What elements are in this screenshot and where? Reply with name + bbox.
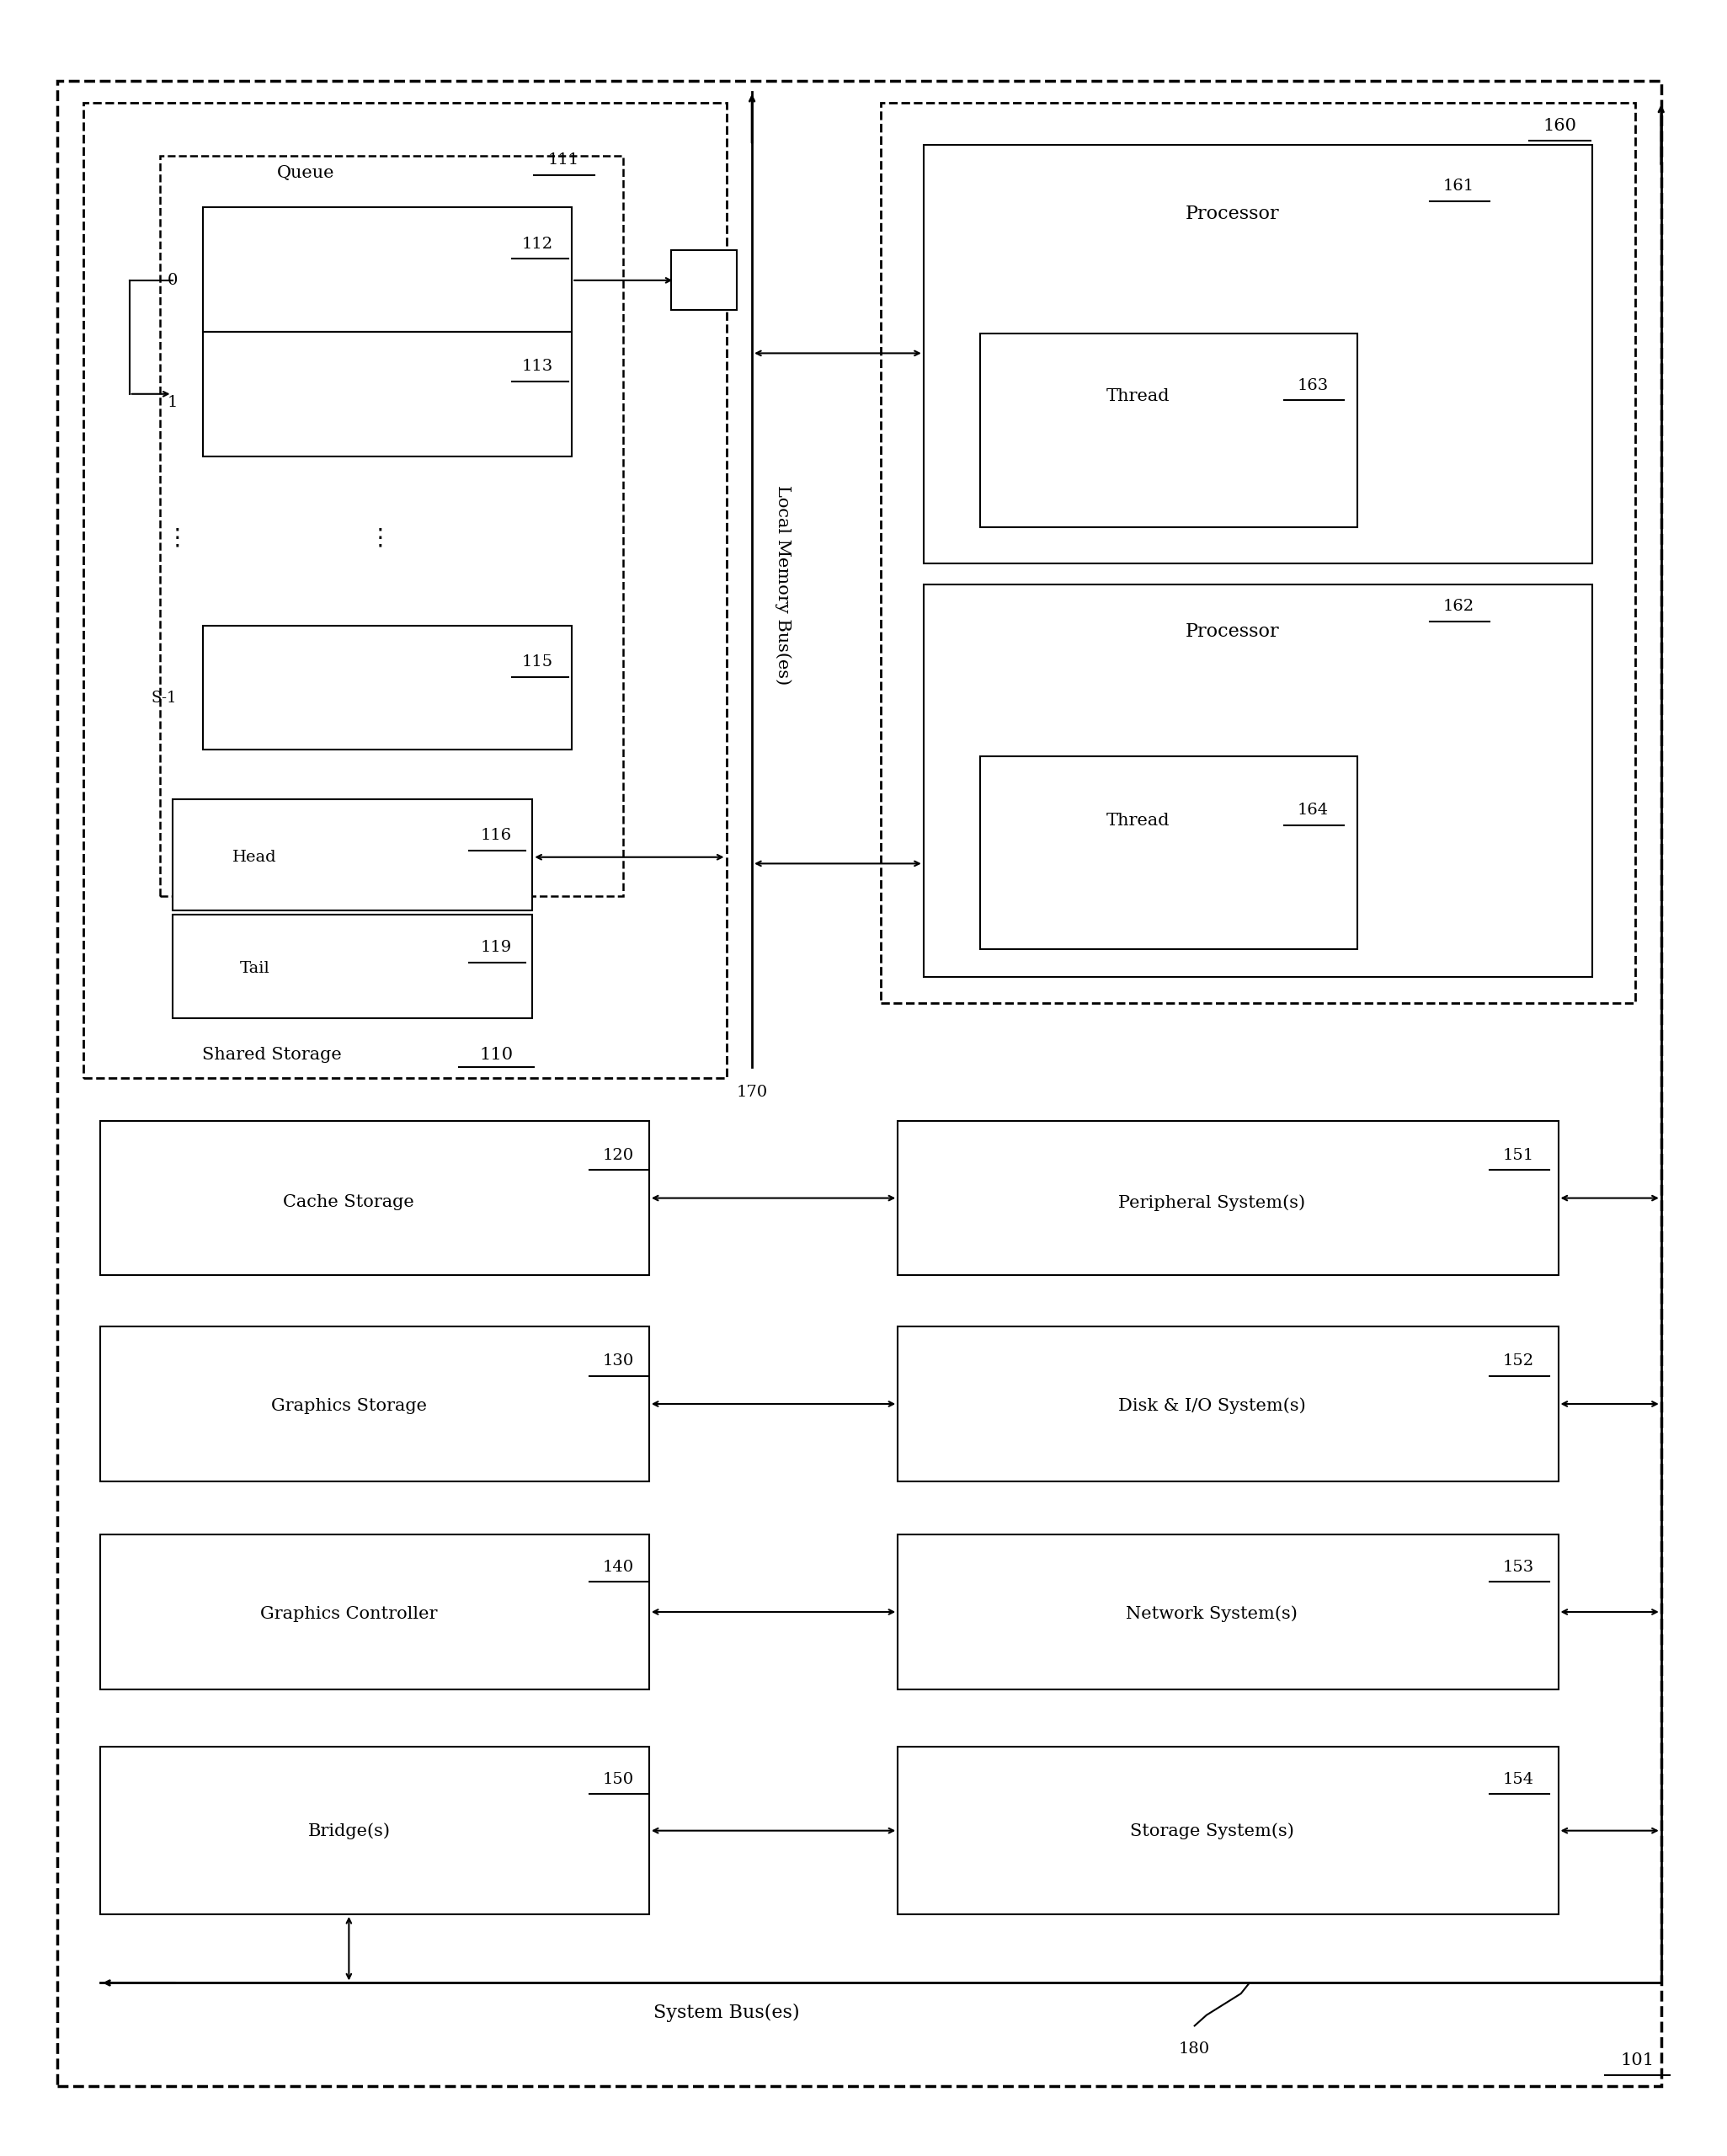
- Text: Processor: Processor: [1185, 623, 1280, 640]
- FancyBboxPatch shape: [161, 155, 623, 895]
- FancyBboxPatch shape: [924, 584, 1592, 977]
- FancyBboxPatch shape: [204, 332, 572, 457]
- Text: 115: 115: [522, 655, 553, 671]
- Text: 120: 120: [603, 1147, 634, 1162]
- FancyBboxPatch shape: [981, 334, 1357, 526]
- Text: 119: 119: [480, 940, 513, 955]
- Text: 170: 170: [736, 1084, 767, 1100]
- FancyBboxPatch shape: [204, 625, 572, 750]
- Text: 130: 130: [603, 1354, 634, 1369]
- Text: Processor: Processor: [1185, 205, 1280, 222]
- FancyBboxPatch shape: [57, 82, 1661, 2085]
- Text: 180: 180: [1180, 2042, 1211, 2057]
- Text: System Bus(es): System Bus(es): [653, 2003, 800, 2022]
- Text: 164: 164: [1297, 802, 1328, 817]
- Text: S-1: S-1: [150, 690, 176, 705]
- FancyBboxPatch shape: [924, 144, 1592, 563]
- Text: Disk & I/O System(s): Disk & I/O System(s): [1117, 1397, 1306, 1414]
- FancyBboxPatch shape: [100, 1746, 649, 1915]
- Text: 162: 162: [1444, 599, 1475, 614]
- FancyBboxPatch shape: [100, 1535, 649, 1688]
- Text: 153: 153: [1502, 1559, 1534, 1574]
- FancyBboxPatch shape: [204, 207, 572, 332]
- FancyBboxPatch shape: [898, 1121, 1558, 1276]
- FancyBboxPatch shape: [83, 101, 727, 1078]
- Text: 163: 163: [1297, 377, 1328, 392]
- Text: Queue: Queue: [278, 166, 335, 181]
- Text: ⋮: ⋮: [166, 526, 188, 550]
- Text: Peripheral System(s): Peripheral System(s): [1117, 1194, 1306, 1212]
- Text: Local Memory Bus(es): Local Memory Bus(es): [774, 485, 791, 686]
- Text: 112: 112: [522, 237, 553, 252]
- Text: 140: 140: [603, 1559, 634, 1574]
- Text: 1: 1: [168, 395, 178, 410]
- Text: Storage System(s): Storage System(s): [1129, 1822, 1294, 1839]
- Text: Thread: Thread: [1107, 813, 1169, 828]
- Text: 152: 152: [1502, 1354, 1534, 1369]
- Text: 0: 0: [168, 274, 178, 289]
- FancyBboxPatch shape: [981, 757, 1357, 949]
- Text: 101: 101: [1620, 2053, 1654, 2068]
- Text: 160: 160: [1542, 119, 1577, 134]
- Text: 113: 113: [522, 358, 553, 373]
- Text: Shared Storage: Shared Storage: [202, 1048, 342, 1063]
- Text: 151: 151: [1502, 1147, 1534, 1162]
- Text: Network System(s): Network System(s): [1126, 1606, 1297, 1621]
- Text: Graphics Controller: Graphics Controller: [261, 1606, 437, 1621]
- FancyBboxPatch shape: [100, 1121, 649, 1276]
- Text: 110: 110: [480, 1048, 513, 1063]
- FancyBboxPatch shape: [881, 101, 1635, 1003]
- Text: 116: 116: [480, 828, 511, 843]
- FancyBboxPatch shape: [672, 250, 737, 310]
- Text: Graphics Storage: Graphics Storage: [271, 1397, 427, 1414]
- FancyBboxPatch shape: [173, 914, 532, 1018]
- Text: 154: 154: [1502, 1772, 1534, 1787]
- Text: Cache Storage: Cache Storage: [283, 1194, 414, 1210]
- Text: Thread: Thread: [1107, 388, 1169, 403]
- FancyBboxPatch shape: [100, 1326, 649, 1481]
- FancyBboxPatch shape: [898, 1746, 1558, 1915]
- Text: Bridge(s): Bridge(s): [307, 1822, 390, 1839]
- Text: Head: Head: [233, 849, 276, 865]
- Text: ⋮: ⋮: [368, 526, 392, 550]
- Text: 161: 161: [1444, 179, 1475, 194]
- FancyBboxPatch shape: [898, 1535, 1558, 1688]
- Text: Tail: Tail: [240, 962, 269, 977]
- Text: 150: 150: [603, 1772, 634, 1787]
- FancyBboxPatch shape: [898, 1326, 1558, 1481]
- Text: 111: 111: [547, 153, 579, 168]
- FancyBboxPatch shape: [173, 800, 532, 910]
